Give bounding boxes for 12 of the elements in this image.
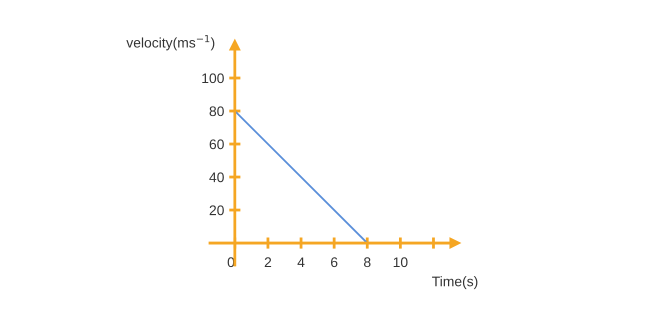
y-tick-label: 20 [210,205,224,216]
y-axis-title: velocity(ms$^{−1}$) [126,35,214,50]
x-axis-title: Time(s) [432,276,478,290]
x-tick-label: 2 [264,257,272,268]
x-tick-label: 4 [298,257,305,268]
y-tick-label: 60 [210,139,224,150]
x-tick-label: 10 [394,257,408,268]
x-tick-label: 6 [331,257,338,268]
y-tick-label: 40 [209,172,224,182]
x-tick-label: 8 [364,257,371,268]
y-tick-label: 100 [202,73,224,84]
y-tick-label: 80 [210,106,224,116]
